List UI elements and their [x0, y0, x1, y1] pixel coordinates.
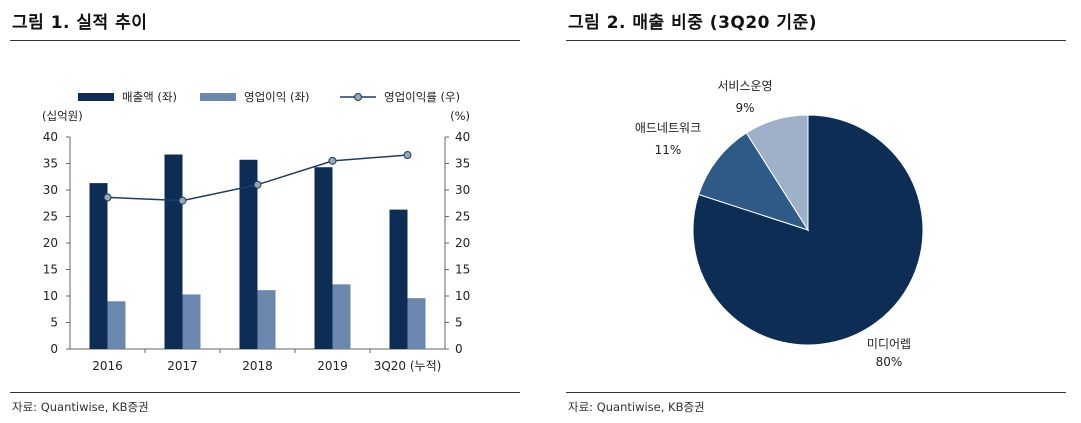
title-divider [10, 40, 520, 41]
bar-op-income [107, 301, 126, 349]
y-tick-label-left: 35 [43, 157, 58, 171]
pie-label-service-operation: 서비스운영 [717, 79, 772, 93]
y-tick-label-right: 15 [455, 263, 470, 277]
source-note: 자료: Quantiwise, KB증권 [568, 400, 705, 414]
legend-label-margin: 영업이익률 (우) [384, 90, 460, 104]
y-tick-label-left: 15 [43, 263, 58, 277]
legend-marker-margin [354, 93, 362, 101]
chart-title: 그림 2. 매출 비중 (3Q20 기준) [568, 13, 817, 33]
x-tick-label: 2018 [242, 359, 273, 373]
y-tick-label-right: 30 [455, 183, 470, 197]
y-tick-label-right: 40 [455, 130, 470, 144]
bar-op-income [407, 298, 426, 349]
performance-chart: 매출액 (좌) 영업이익 (좌) 영업이익률 (우) (십억원) (%) 0 0 5 5 10 10… [42, 90, 470, 373]
y-tick-label-left: 25 [43, 210, 58, 224]
legend-label-revenue: 매출액 (좌) [122, 90, 177, 104]
y-tick-label-left: 0 [50, 342, 58, 356]
point-margin [103, 193, 112, 202]
source-note: 자료: Quantiwise, KB증권 [12, 400, 149, 414]
pie-pct-ad-network: 11% [655, 143, 682, 157]
y-tick-label-left: 40 [43, 130, 58, 144]
bar-op-income [332, 284, 351, 349]
x-tick-label: 2016 [92, 359, 123, 373]
legend-swatch-op-income [200, 93, 236, 101]
y-tick-label-right: 20 [455, 236, 470, 250]
y-tick-label-right: 35 [455, 157, 470, 171]
point-margin [178, 196, 187, 205]
point-margin [253, 180, 262, 189]
title-divider [566, 40, 1066, 41]
pie-pct-service-operation: 9% [735, 101, 754, 115]
bar-revenue [89, 183, 108, 349]
x-tick-label: 2019 [317, 359, 348, 373]
y-tick-label-left: 20 [43, 236, 58, 250]
chart-title: 그림 1. 실적 추이 [12, 13, 148, 33]
x-tick-label: 2017 [167, 359, 198, 373]
chart-panel-performance: 그림 1. 실적 추이 매출액 (좌) 영업이익 (좌) 영업이익률 (우) (십억원… [0, 0, 520, 423]
bar-revenue [314, 167, 333, 349]
y-axis-label-left: (십억원) [42, 109, 83, 123]
bar-op-income [257, 290, 276, 349]
pie-pct-media-rep: 80% [876, 355, 903, 369]
point-margin [328, 156, 337, 165]
pie-slice-ad-network [697, 132, 810, 231]
point-margin [403, 151, 412, 160]
pie-label-media-rep: 미디어렙 [867, 337, 911, 351]
y-tick-label-right: 10 [455, 289, 470, 303]
legend-swatch-revenue [78, 93, 114, 101]
bar-op-income [182, 294, 201, 349]
pie-label-ad-network: 애드네트워크 [635, 121, 701, 135]
chart-legend: 매출액 (좌) 영업이익 (좌) 영업이익률 (우) [78, 90, 460, 104]
legend-label-op-income: 영업이익 (좌) [244, 90, 310, 104]
y-axis-label-right: (%) [450, 109, 470, 123]
y-tick-label-right: 25 [455, 210, 470, 224]
x-tick-label: 3Q20 (누적) [374, 359, 442, 373]
pie-slice-service-operation [745, 114, 809, 232]
y-tick-label-left: 30 [43, 183, 58, 197]
sales-mix-pie-chart: 미디어렙 80% 애드네트워크 11% 서비스운영 9% [635, 79, 924, 369]
pie-slice-media-rep [692, 114, 924, 346]
chart-panel-sales-mix: 그림 2. 매출 비중 (3Q20 기준) 미디어렙 80% 애드네트워크 11% 서비… [556, 0, 1066, 423]
footer-divider [10, 392, 520, 393]
y-tick-label-right: 5 [455, 316, 463, 330]
y-tick-label-left: 10 [43, 289, 58, 303]
footer-divider [566, 392, 1066, 393]
y-tick-label-left: 5 [50, 316, 58, 330]
bar-revenue [389, 209, 408, 349]
y-tick-label-right: 0 [455, 342, 463, 356]
bar-revenue [164, 154, 183, 349]
bar-revenue [239, 159, 258, 349]
